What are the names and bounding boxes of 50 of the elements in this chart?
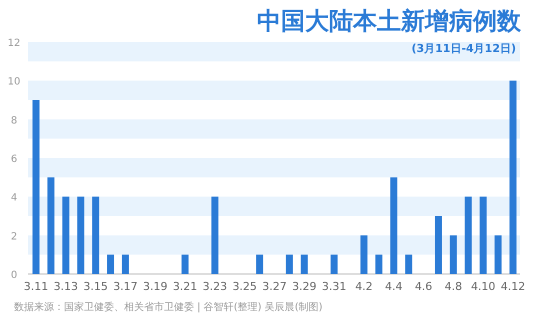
bar [434,216,442,274]
bar [360,235,368,274]
bar [211,196,218,274]
source-note: 数据来源：国家卫健委、相关省市卫健委 | 谷智轩(整理) 吴辰晨(制图) [14,301,323,313]
x-tick-label: 3.21 [172,280,198,293]
x-tick-label: 3.13 [54,280,78,293]
bar [122,254,129,274]
bar [77,196,84,274]
bar [330,254,338,274]
x-tick-label: 3.17 [113,280,138,293]
bar [464,196,472,274]
y-tick-label: 6 [10,154,18,165]
x-tick-label: 3.23 [202,280,228,293]
bar [256,254,264,274]
x-tick-label: 4.8 [444,280,462,293]
x-tick-label: 4.6 [414,280,432,293]
x-tick-label: 3.11 [24,280,48,293]
bar [92,196,100,274]
y-tick-label: 8 [10,115,18,126]
bar [494,235,502,274]
bar [405,254,412,274]
bar [480,196,487,274]
bar [32,100,40,274]
x-tick-label: 3.31 [322,280,346,293]
x-tick-label: 4.2 [355,280,373,293]
chart-subtitle: (3月11日-4月12日) [411,42,516,55]
x-tick-label: 4.4 [385,280,402,293]
bar [47,177,54,274]
y-tick-label: 0 [10,270,18,281]
x-tick-label: 3.19 [143,280,168,293]
chart-title: 中国大陆本土新增病例数 [257,7,522,35]
x-tick-label: 3.27 [262,280,287,293]
bar [390,177,398,274]
bar [300,254,308,274]
y-tick-label: 4 [10,192,18,204]
x-tick-label: 3.25 [232,280,257,293]
bar [286,254,293,274]
bar [182,254,189,274]
bar [375,254,382,274]
x-tick-label: 3.15 [83,280,108,293]
bar [107,254,114,274]
x-tick-label: 4.12 [500,280,526,293]
x-tick-label: 3.29 [292,280,317,293]
bar [62,196,70,274]
y-tick-label: 12 [8,38,20,49]
bar [450,235,457,274]
bar [510,80,516,274]
y-tick-label: 2 [10,231,18,242]
y-tick-label: 10 [8,76,20,88]
x-tick-label: 4.10 [470,280,496,293]
